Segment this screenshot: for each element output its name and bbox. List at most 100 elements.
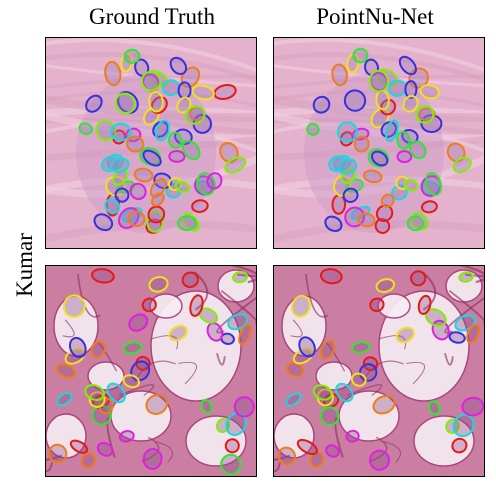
nucleus-contour — [189, 294, 204, 317]
nucleus-contour — [396, 130, 411, 150]
nucleus-contour — [123, 48, 141, 64]
nucleus-contour — [296, 438, 318, 456]
nucleus-contour — [319, 268, 343, 285]
nucleus-contour — [148, 90, 164, 113]
nucleus-contour — [78, 122, 93, 136]
nucleus-contour — [369, 297, 385, 313]
nucleus-contour — [95, 119, 117, 142]
nucleus-contour — [233, 396, 255, 418]
nucleus-contour — [335, 382, 354, 403]
nucleus-contour — [220, 453, 242, 476]
nucleus-contour — [324, 215, 343, 233]
nucleus-contour — [56, 392, 73, 407]
nucleus-contour — [384, 119, 399, 142]
nucleus-contour — [285, 392, 302, 407]
nucleus-contour — [337, 158, 358, 175]
nucleus-contour — [176, 215, 198, 232]
nucleus-contour — [375, 204, 394, 223]
nucleus-contour — [142, 149, 162, 167]
nucleus-contour — [149, 178, 167, 198]
nucleus-contour — [418, 107, 436, 122]
nucleus-contour — [127, 210, 146, 228]
nucleus-contour — [345, 429, 360, 443]
nucleus-contour — [306, 122, 320, 136]
column-title-ground-truth: Ground Truth — [89, 4, 215, 29]
nucleus-contour — [153, 172, 173, 190]
nucleus-contour — [140, 70, 162, 92]
nucleus-contour — [110, 157, 130, 174]
nucleus-contour — [372, 394, 396, 415]
nucleus-contour — [458, 271, 474, 283]
nucleus-contour — [424, 171, 443, 197]
nucleus-contour — [169, 56, 188, 76]
nucleus-contour — [145, 394, 168, 415]
nucleus-contour — [291, 294, 311, 318]
nucleus-contour — [312, 384, 333, 401]
nucleus-contour — [398, 55, 417, 76]
nucleus-contour — [206, 172, 223, 190]
nucleus-contour — [461, 396, 484, 417]
nucleus-contour — [129, 182, 147, 201]
nucleus-contour — [298, 336, 316, 358]
nucleus-contour — [277, 446, 297, 466]
nucleus-contour — [191, 199, 209, 213]
column-title-pointnu-net: PointNu-Net — [316, 4, 434, 29]
nucleus-contour — [126, 135, 145, 153]
nucleus-contour — [90, 340, 107, 359]
nucleus-contour — [375, 89, 390, 111]
nucleus-contour — [147, 205, 166, 224]
nucleus-contour — [181, 139, 201, 161]
nucleus-contour — [451, 437, 468, 454]
nucleus-contour — [85, 94, 103, 113]
nucleus-contour — [151, 192, 165, 207]
nucleus-contour — [368, 449, 391, 471]
nucleus-contour — [452, 156, 472, 174]
nucleus-contour — [428, 400, 441, 416]
nucleus-contour — [224, 156, 247, 174]
nucleus-contour — [118, 430, 135, 443]
nucleus-contour — [114, 92, 136, 114]
nucleus-contour — [351, 341, 371, 354]
nucleus-contour — [319, 339, 336, 360]
nucleus-contour — [168, 149, 186, 163]
nucleus-contour — [343, 89, 367, 112]
nucleus-contour — [155, 119, 171, 142]
panel-ground-truth-top — [45, 37, 257, 249]
nucleus-contour — [55, 362, 77, 379]
nucleus-contour — [408, 140, 427, 160]
nucleus-contour — [225, 412, 247, 437]
nucleus-contour — [141, 297, 157, 313]
nucleus-contour — [323, 393, 340, 408]
nucleus-contour — [368, 69, 389, 93]
nucleus-contour — [114, 187, 130, 203]
nucleus-contour — [403, 178, 419, 192]
nucleus-contour — [415, 104, 435, 124]
nucleus-contour — [336, 121, 358, 143]
nucleus-contour — [227, 313, 249, 331]
nucleus-contour — [325, 444, 340, 458]
nucleus-contour — [69, 439, 89, 454]
nucleus-contour — [342, 187, 359, 203]
nucleus-contour — [353, 135, 370, 153]
nucleus-contour — [93, 213, 114, 232]
nucleus-contour — [177, 81, 192, 100]
nucleus-contour — [446, 142, 466, 163]
nucleus-contour — [362, 169, 383, 184]
nucleus-contour — [352, 47, 369, 64]
nucleus-contour — [312, 95, 331, 114]
nucleus-contour — [130, 360, 151, 382]
nucleus-contour — [219, 141, 239, 164]
nucleus-contour — [395, 326, 415, 344]
nucleus-contour — [181, 271, 199, 289]
panel-pointnu-net-bottom — [273, 265, 485, 477]
nucleus-contour — [122, 341, 143, 355]
nucleus-contour — [91, 268, 115, 284]
nucleus-contour — [122, 374, 140, 389]
nucleus-contour — [110, 122, 132, 142]
nucleus-contour — [62, 294, 86, 318]
nucleus-contour — [350, 372, 367, 387]
nucleus-contour — [133, 167, 154, 183]
nucleus-contour — [68, 336, 87, 359]
nucleus-contour — [196, 172, 216, 196]
nucleus-contour — [319, 406, 340, 427]
